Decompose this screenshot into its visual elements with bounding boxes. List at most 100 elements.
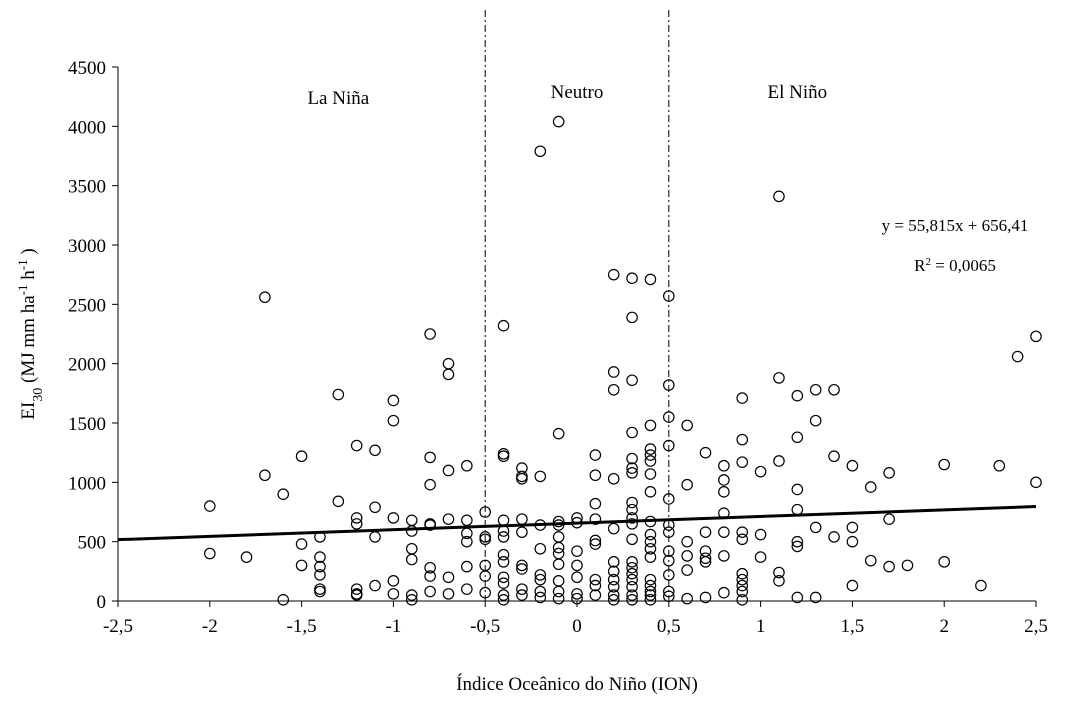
scatter-point	[552, 515, 565, 528]
y-tick-label: 3000	[68, 236, 106, 257]
scatter-point	[497, 589, 510, 601]
scatter-point	[662, 569, 675, 581]
scatter-point	[681, 564, 693, 576]
scatter-point	[736, 585, 749, 598]
scatter-point	[644, 594, 657, 606]
scatter-point	[736, 533, 749, 546]
scatter-point	[662, 545, 675, 557]
scatter-point	[571, 588, 583, 600]
scatter-point	[552, 541, 565, 554]
scatter-point	[626, 272, 638, 285]
scatter-point	[662, 290, 675, 302]
scatter-point	[607, 556, 620, 568]
r-squared-exponent: 2	[926, 256, 932, 268]
scatter-point	[699, 446, 712, 459]
y-axis-label-part: )	[18, 248, 39, 259]
scatter-point	[736, 573, 749, 586]
scatter-point	[607, 589, 620, 601]
scatter-point	[754, 465, 767, 478]
scatter-point	[736, 433, 749, 446]
scatter-point	[736, 579, 749, 592]
scatter-point	[626, 567, 638, 580]
scatter-point	[754, 551, 767, 563]
scatter-point	[277, 594, 290, 606]
scatter-point	[607, 522, 620, 535]
y-tick-label: 3500	[68, 177, 106, 198]
scatter-point	[1030, 476, 1042, 489]
scatter-point	[791, 591, 804, 604]
scatter-point	[350, 583, 363, 595]
scatter-point	[295, 450, 308, 463]
scatter-point	[644, 579, 657, 592]
scatter-point	[681, 419, 693, 432]
scatter-point	[626, 426, 638, 439]
scatter-point	[626, 556, 638, 568]
scatter-point	[497, 448, 510, 460]
scatter-point	[589, 449, 602, 461]
y-tick-label: 4500	[68, 58, 106, 79]
y-tick-label: 0	[97, 592, 107, 613]
scatter-point	[497, 548, 510, 561]
scatter-point	[699, 591, 712, 604]
x-tick-label: -0,5	[470, 616, 500, 637]
scatter-point	[662, 379, 675, 391]
scatter-point	[644, 551, 657, 563]
scatter-point	[534, 591, 547, 604]
scatter-point	[644, 528, 657, 541]
scatter-point	[314, 583, 326, 595]
scatter-point	[259, 469, 271, 482]
x-tick-label: 1,5	[841, 616, 865, 637]
scatter-point	[314, 551, 326, 563]
scatter-point	[864, 554, 877, 567]
scatter-point	[699, 556, 712, 568]
scatter-point	[461, 535, 473, 548]
scatter-point	[204, 500, 216, 512]
scatter-point	[901, 559, 914, 572]
scatter-point	[589, 538, 602, 550]
scatter-point	[809, 521, 822, 534]
scatter-point	[718, 486, 730, 498]
scatter-point	[295, 559, 308, 572]
scatter-point	[607, 594, 620, 606]
scatter-point	[350, 439, 363, 452]
r-squared-value: = 0,0065	[931, 256, 996, 275]
scatter-point	[424, 570, 436, 582]
scatter-point	[626, 512, 638, 524]
trendline-equation: y = 55,815x + 656,41	[882, 216, 1029, 235]
scatter-point	[828, 383, 840, 396]
scatter-point	[626, 496, 638, 509]
scatter-point	[662, 526, 675, 538]
scatter-point	[644, 535, 657, 548]
scatter-point	[626, 467, 638, 479]
scatter-point	[607, 565, 620, 578]
scatter-point	[552, 575, 565, 587]
scatter-point	[938, 556, 950, 568]
scatter-point	[405, 589, 418, 601]
scatter-point	[552, 115, 565, 128]
scatter-point	[387, 588, 400, 600]
scatter-point	[626, 503, 638, 516]
scatter-point	[626, 589, 638, 601]
scatter-point	[497, 594, 510, 606]
y-tick-label: 4000	[68, 117, 106, 138]
scatter-point	[461, 514, 473, 527]
scatter-point	[644, 542, 657, 555]
scatter-point	[809, 414, 822, 427]
scatter-point	[387, 575, 400, 587]
scatter-point	[644, 273, 657, 286]
scatter-point	[424, 328, 436, 340]
scatter-point	[828, 531, 840, 543]
scatter-point	[497, 571, 510, 584]
scatter-point	[295, 538, 308, 550]
scatter-point	[718, 586, 730, 599]
scatter-point	[534, 569, 547, 581]
scatter-point	[405, 594, 418, 606]
scatter-point	[405, 525, 418, 537]
scatter-point	[662, 411, 675, 423]
scatter-point	[332, 388, 345, 401]
scatter-point	[828, 450, 840, 463]
scatter-point	[607, 268, 620, 281]
scatter-point	[240, 551, 253, 563]
scatter-point	[479, 506, 491, 518]
